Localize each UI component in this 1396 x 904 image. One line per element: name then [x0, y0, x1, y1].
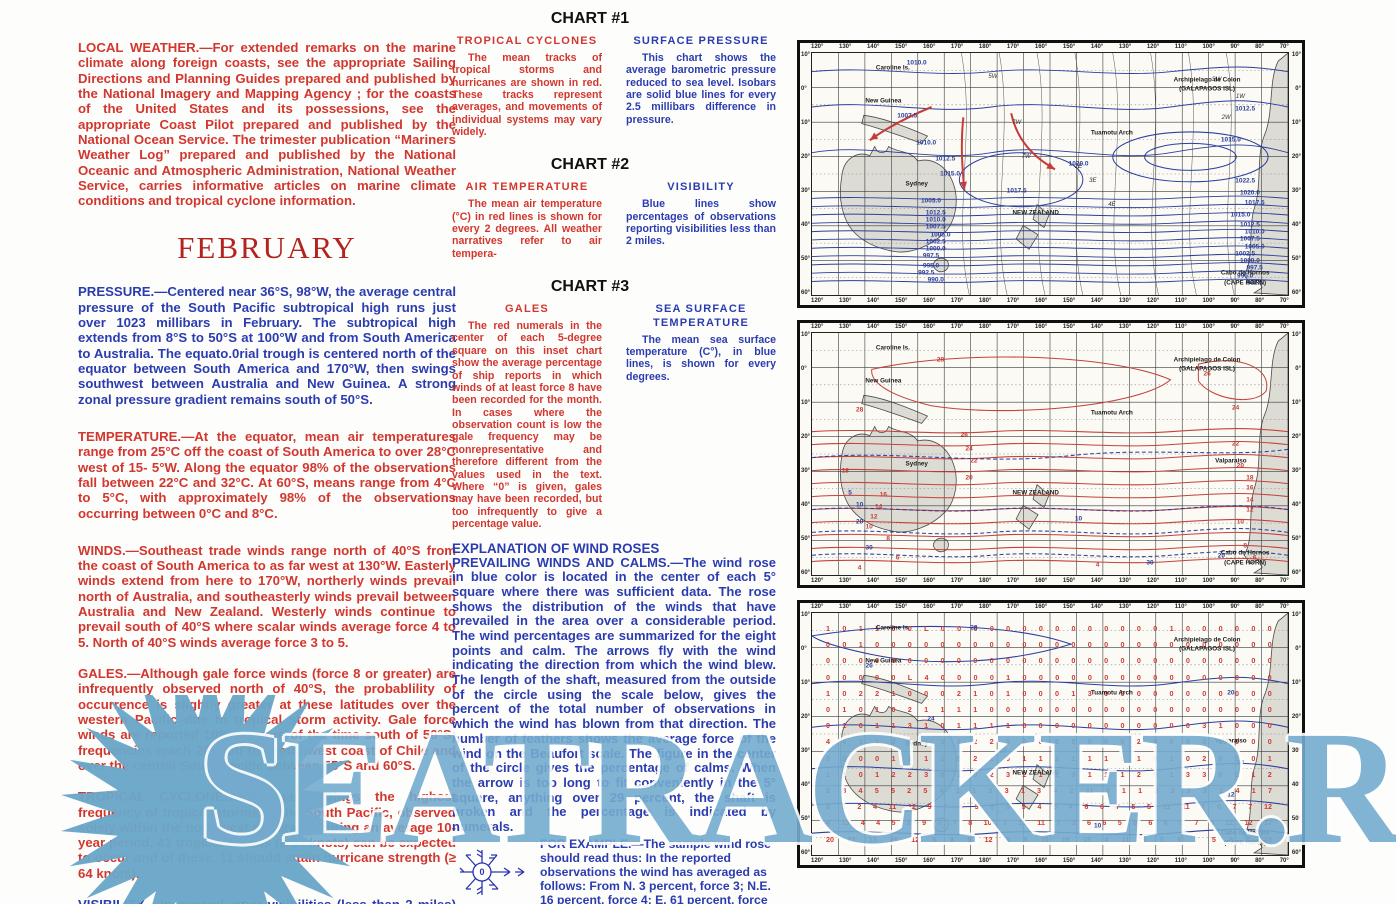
chart3-left-title: GALES	[505, 303, 549, 316]
chart1-right-legend: SURFACE PRESSURE This chart shows the av…	[626, 35, 776, 138]
map2-labels-overlay: 28 28 26 26 24 22 20 18 16 14 12 10 8 6 4 24 22 20 18 16 14 1…	[841, 344, 1270, 572]
sample-wind-rose: 0 SCALE OF WIND PERCENTAGES	[452, 837, 540, 904]
temperature-label: TEMPERATURE.	[78, 428, 182, 444]
chart1-left-title: TROPICAL CYCLONES	[456, 35, 598, 47]
map1-latitude-labels-left: 10° 0° 10° 20° 30° 40° 50° 60°	[801, 52, 811, 296]
winds-label: WINDS.	[78, 542, 126, 558]
pressure-label: PRESSURE.	[78, 284, 155, 300]
wind-rose-icon: 0	[459, 849, 525, 895]
gales-label: GALES.	[78, 666, 128, 681]
tropical-cyclones-label: TROPICAL CYCLONES.	[78, 789, 237, 805]
for-example-label: FOR EXAMPLE.	[540, 836, 632, 851]
local-weather-label: LOCAL WEATHER.	[78, 40, 200, 55]
gales-text: —Although gale force winds (force 8 or g…	[78, 666, 456, 773]
prevailing-winds-paragraph: PREVAILING WINDS AND CALMS.—The wind ros…	[452, 554, 776, 835]
map1-longitude-labels-top: 120° 130° 140° 150° 160° 170° 180° 170° 160° 150°…	[811, 44, 1289, 50]
map2-canvas	[812, 333, 1288, 575]
chart3-right-text: The mean sea surface temperature (C°), i…	[626, 333, 776, 383]
chart2-right-legend: VISIBILITY Blue lines show percentages o…	[626, 181, 776, 260]
chart1-right-text: This chart shows the average barometric …	[626, 51, 776, 126]
chart2-left-legend: AIR TEMPERATURE The mean air temperature…	[452, 181, 602, 260]
surface-pressure-map: 120° 130° 140° 150° 160° 170° 180° 170° 160° 150°…	[797, 40, 1305, 308]
local-weather-paragraph: LOCAL WEATHER.—For extended remarks on t…	[78, 40, 456, 208]
chart-legend-column: CHART #1 TROPICAL CYCLONES The mean trac…	[452, 10, 776, 904]
chart2-legend: CHART #2 AIR TEMPERATURE The mean air te…	[452, 156, 776, 260]
for-example-text: —The sample wind rose should read thus: …	[540, 836, 771, 904]
map2-longitude-labels-top: 120° 130° 140° 150° 160° 170° 180° 170° 160° 150°…	[811, 324, 1289, 330]
gales-sea-temperature-map: 120° 130° 140° 150° 160° 170° 180° 170° 160° 150°…	[797, 600, 1305, 868]
chart3-legend: CHART #3 GALES The red numerals in the c…	[452, 278, 776, 530]
map3-labels-overlay: 28 26 24 22 20 14 12 10 Caroline Is. New Guinea Sy…	[865, 624, 1270, 847]
prevailing-winds-label: PREVAILING WINDS AND CALMS.	[452, 554, 671, 570]
map1-labels-overlay: 1010.0 1007.5 1010.0 1012.5 1015.0 1017.5 1020…	[865, 59, 1270, 287]
chart3-left-text: The red numerals in the center of each 5…	[452, 319, 602, 531]
chart1-left-text: The mean tracks of tropical storms and h…	[452, 51, 602, 139]
narrative-column: LOCAL WEATHER.—For extended remarks on t…	[78, 40, 456, 904]
temperature-text: —At the equator, mean air temperatures r…	[78, 428, 456, 521]
map2-plot-area: 28 28 26 26 24 22 20 18 16 14 12 10 8 6 4 24 22 20 18 16 14 1…	[811, 332, 1289, 576]
temperature-paragraph: TEMPERATURE.—At the equator, mean air te…	[78, 429, 456, 521]
chart3-left-legend: GALES The red numerals in the center of …	[452, 303, 602, 530]
chart3-heading: CHART #3	[550, 278, 630, 296]
rose-center-calms-value: 0	[479, 867, 484, 877]
gales-paragraph: GALES.—Although gale force winds (force …	[78, 666, 456, 773]
map3-longitude-labels-bottom: 120° 130° 140° 150° 160° 170° 180° 170° 160° 150°…	[811, 858, 1289, 864]
map1-longitude-labels-bottom: 120° 130° 140° 150° 160° 170° 180° 170° 160° 150°…	[811, 298, 1289, 304]
tropical-cyclones-paragraph: TROPICAL CYCLONES.—February brings the h…	[78, 789, 456, 881]
map3-latitude-labels-left: 10° 0° 10° 20° 30° 40° 50° 60°	[801, 612, 811, 856]
local-weather-text: —For extended remarks on the marine clim…	[78, 40, 456, 209]
month-title: FEBRUARY	[177, 230, 357, 266]
winds-paragraph: WINDS.—Southeast trade winds range north…	[78, 543, 456, 650]
wind-rose-example: 0 SCALE OF WIND PERCENTAGES FOR EXAMPLE.…	[452, 837, 776, 904]
winds-text: —Southeast trade winds range north of 40…	[78, 542, 456, 650]
visibility-label: VISIBILITY.	[78, 897, 147, 904]
map1-latitude-labels-right: 10° 0° 10° 20° 30° 40° 50° 60°	[1291, 52, 1301, 296]
chart3-right-legend: SEA SURFACE TEMPERATURE The mean sea sur…	[626, 303, 776, 530]
map3-latitude-labels-right: 10° 0° 10° 20° 30° 40° 50° 60°	[1291, 612, 1301, 856]
map2-latitude-labels-right: 10° 0° 10° 20° 30° 40° 50° 60°	[1291, 332, 1301, 576]
chart1-heading: CHART #1	[550, 10, 630, 27]
map2-latitude-labels-left: 10° 0° 10° 20° 30° 40° 50° 60°	[801, 332, 811, 576]
chart2-left-title: AIR TEMPERATURE	[465, 181, 589, 194]
chart1-left-legend: TROPICAL CYCLONES The mean tracks of tro…	[452, 35, 602, 138]
pressure-paragraph: PRESSURE.—Centered near 36°S, 98°W, the …	[78, 284, 456, 407]
chart2-left-text: The mean air temperature (°C) in red lin…	[452, 198, 602, 260]
map1-plot-area: 1010.0 1007.5 1010.0 1012.5 1015.0 1017.5 1020…	[811, 52, 1289, 296]
map3-longitude-labels-top: 120° 130° 140° 150° 160° 170° 180° 170° 160° 150°…	[811, 604, 1289, 610]
inset-maps-column: 120° 130° 140° 150° 160° 170° 180° 170° 160° 150°…	[797, 40, 1305, 880]
chart3-right-title: SEA SURFACE TEMPERATURE	[652, 303, 750, 329]
wind-roses-heading: EXPLANATION OF WIND ROSES	[452, 540, 660, 556]
air-temperature-visibility-map: 120° 130° 140° 150° 160° 170° 180° 170° 160° 150°…	[797, 320, 1305, 588]
for-example-paragraph: FOR EXAMPLE.—The sample wind rose should…	[540, 837, 776, 904]
map3-canvas	[812, 613, 1288, 855]
pressure-text: —Centered near 36°S, 98°W, the average c…	[78, 284, 456, 407]
chart2-right-text: Blue lines show percentages of observati…	[626, 198, 776, 248]
map1-canvas	[812, 53, 1288, 295]
chart1-right-title: SURFACE PRESSURE	[633, 35, 769, 47]
prevailing-winds-text: —The wind rose in blue color is located …	[452, 554, 776, 834]
chart2-heading: CHART #2	[550, 156, 630, 174]
chart2-right-title: VISIBILITY	[667, 181, 735, 194]
map2-longitude-labels-bottom: 120° 130° 140° 150° 160° 170° 180° 170° 160° 150°…	[811, 578, 1289, 584]
visibility-paragraph: VISIBILITY.—In general, poor visibilitie…	[78, 897, 456, 904]
chart1-legend: CHART #1 TROPICAL CYCLONES The mean trac…	[452, 10, 776, 138]
